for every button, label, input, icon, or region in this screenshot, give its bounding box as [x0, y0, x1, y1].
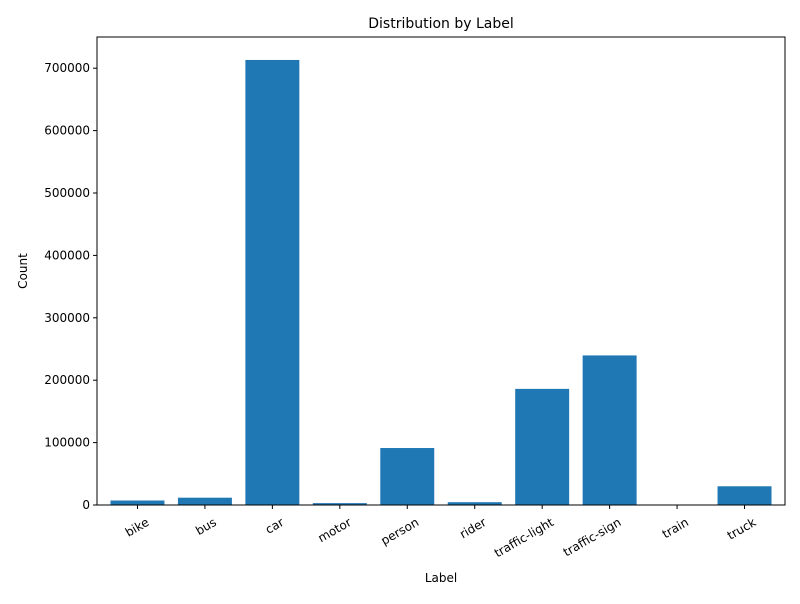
bar-truck [718, 486, 772, 505]
y-tick-label: 600000 [44, 124, 90, 138]
y-tick-label: 400000 [44, 248, 90, 262]
y-tick-label: 700000 [44, 61, 90, 75]
y-tick-label: 500000 [44, 186, 90, 200]
bar-traffic-light [515, 389, 569, 505]
bar-bus [178, 498, 232, 505]
bar-person [380, 448, 434, 505]
y-tick-label: 0 [82, 498, 90, 512]
y-axis-label: Count [16, 253, 30, 289]
y-tick-label: 100000 [44, 436, 90, 450]
y-tick-label: 300000 [44, 311, 90, 325]
bar-car [245, 60, 299, 505]
x-axis-label: Label [425, 571, 457, 585]
bar-bike [110, 501, 164, 505]
bar-traffic-sign [583, 355, 637, 505]
chart-title: Distribution by Label [368, 16, 514, 32]
y-tick-label: 200000 [44, 373, 90, 387]
